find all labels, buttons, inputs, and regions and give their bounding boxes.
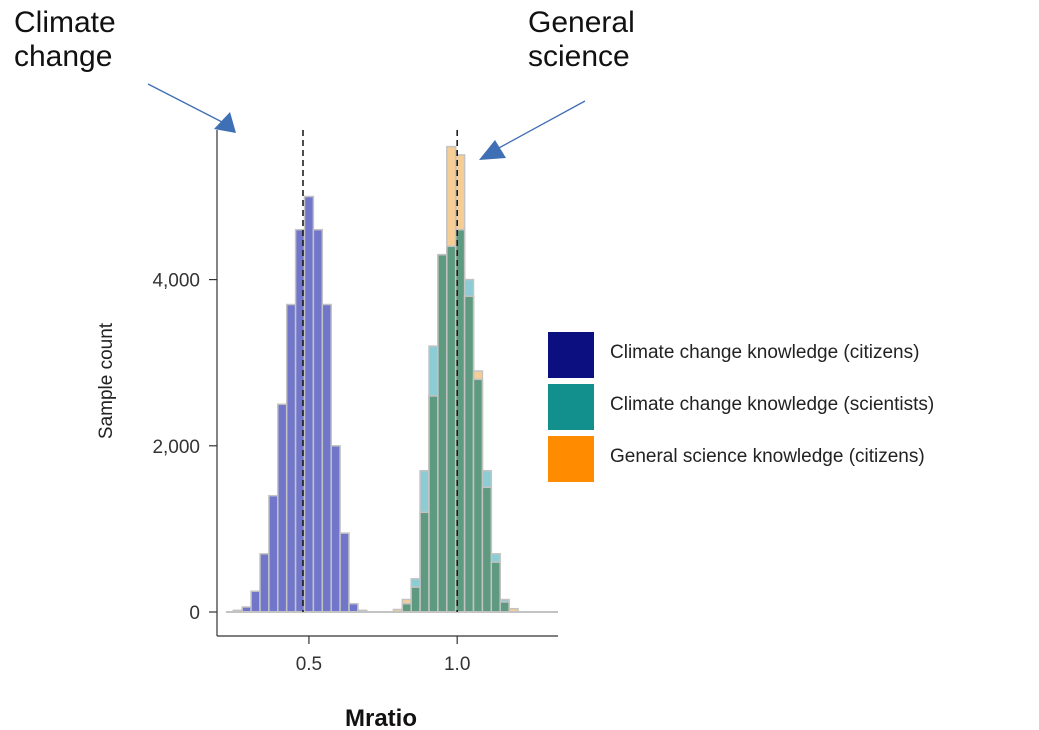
overlap-bar-2 (419, 511, 430, 613)
y-tick-label-2: 4,000 (152, 271, 200, 292)
arrow-right-line (496, 100, 586, 150)
overlap-bar-5 (446, 245, 457, 613)
legend-swatch (548, 436, 594, 482)
bars-layer (225, 145, 558, 613)
x-axis-title: Mratio (345, 705, 417, 730)
histogram-bar-0-11 (330, 445, 341, 613)
overlap-bar-11 (499, 601, 510, 613)
histogram-bar-0-4 (268, 494, 279, 613)
y-axis-title: Sample count (96, 322, 117, 439)
histogram-bar-0-3 (259, 553, 270, 613)
histogram-bar-0-8 (303, 195, 315, 613)
arrow-left-line (147, 83, 223, 123)
overlap-bar-4 (437, 253, 448, 613)
y-tick-label-1: 2,000 (152, 437, 200, 458)
annotation-climate-line1: Climate (14, 6, 116, 39)
arrow-left-head (214, 112, 236, 133)
histogram-bar-0-12 (339, 532, 350, 613)
reference-lines (302, 130, 458, 612)
legend-label: Climate change knowledge (citizens) (610, 342, 920, 363)
overlap-bar-1 (410, 586, 421, 613)
x-tick-label-0: 0.5 (296, 654, 322, 675)
histogram-bar-0-2 (250, 590, 261, 613)
annotation-climate-line2: change (14, 40, 113, 73)
histogram-bar-0-6 (285, 303, 297, 613)
annotation-climate-change: Climate change (14, 6, 116, 74)
overlap-bar-9 (481, 486, 493, 613)
histogram-bar-0-9 (312, 228, 324, 613)
overlap-bar-7 (463, 295, 475, 613)
histogram-bar-0-10 (321, 303, 332, 613)
overlap-bar-10 (490, 561, 501, 613)
annotation-general-line1: General (528, 6, 635, 39)
overlap-bar-3 (428, 395, 439, 613)
histogram-bar-0-5 (277, 403, 288, 613)
legend-swatch (548, 384, 594, 430)
legend-label: General science knowledge (citizens) (610, 446, 925, 467)
annotation-general-line2: science (528, 40, 630, 73)
overlap-bar-8 (472, 378, 484, 613)
y-tick-label-0: 0 (189, 603, 200, 624)
histogram-bar-0-13 (348, 602, 359, 613)
x-tick-label-1: 1.0 (444, 654, 470, 675)
arrow-right-head (479, 140, 506, 160)
overlap-bar-0 (401, 602, 412, 613)
legend-label: Climate change knowledge (scientists) (610, 394, 935, 415)
axis-ticks: 0 2,000 4,000 0.5 1.0 (152, 271, 470, 675)
annotation-general-science: General science (528, 6, 635, 74)
legend-swatch (548, 332, 594, 378)
